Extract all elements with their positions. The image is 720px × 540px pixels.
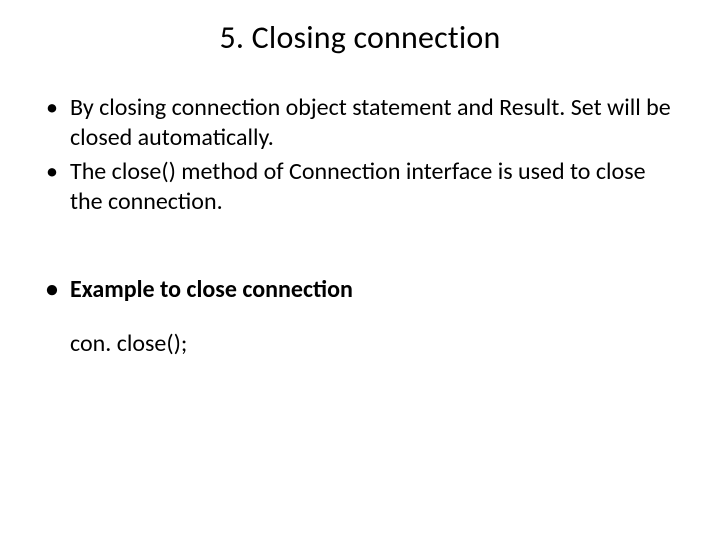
- bullet-item-bold: Example to close connection: [40, 275, 680, 305]
- bullet-list-2: Example to close connection: [40, 275, 680, 305]
- spacer: [40, 221, 680, 275]
- slide: 5. Closing connection By closing connect…: [0, 0, 720, 540]
- slide-title: 5. Closing connection: [40, 18, 680, 57]
- bullet-item: The close() method of Connection interfa…: [40, 157, 680, 217]
- bullet-item: By closing connection object statement a…: [40, 93, 680, 153]
- code-example: con. close();: [40, 329, 680, 358]
- bullet-list-1: By closing connection object statement a…: [40, 93, 680, 217]
